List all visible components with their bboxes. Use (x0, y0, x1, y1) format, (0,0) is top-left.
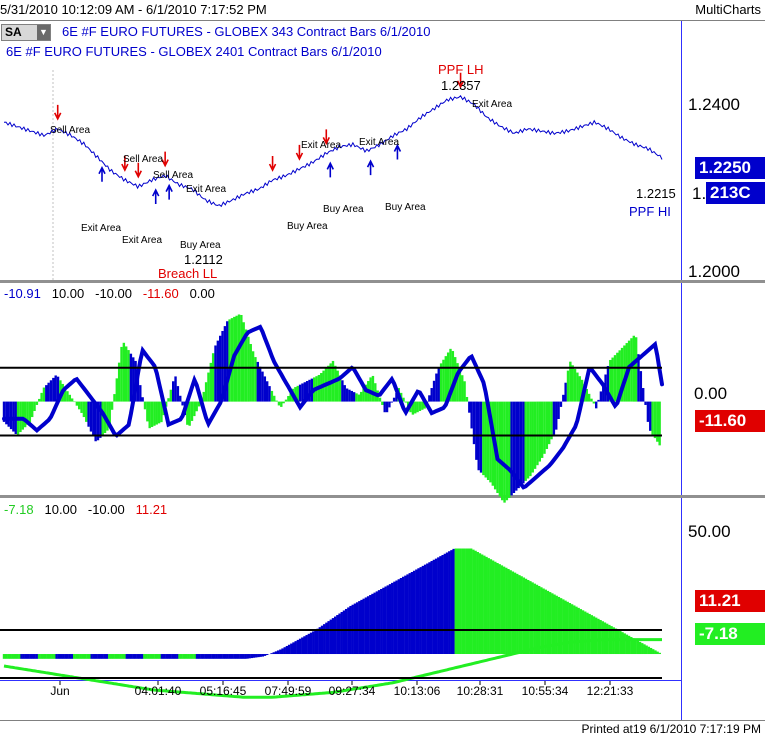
buy-arrow (366, 159, 375, 176)
sell-arrow (295, 144, 304, 161)
oscillator-axis-tick: 0.00 (694, 384, 728, 403)
x-tick-label: 10:13:06 (394, 684, 441, 698)
ppf-hl-value: 1.2215 (636, 186, 676, 201)
sa-button[interactable]: SA ▼ (1, 24, 51, 41)
readout-zero: 0.00 (189, 286, 215, 301)
sell-arrow (268, 156, 277, 172)
partial-price-tag: 1. (688, 183, 709, 205)
symbol-line-1: 6E #F EURO FUTURES - GLOBEX 343 Contract… (62, 24, 431, 39)
readout-lower: -10.00 (95, 286, 132, 301)
x-tick-label: Jun (50, 684, 69, 698)
exit-area-label: Exit Area (359, 137, 400, 148)
sell-arrow (322, 129, 331, 146)
app-name: MultiCharts (695, 2, 761, 17)
price-series-line (3, 95, 663, 208)
ppf-lh-value: 1.2357 (441, 78, 481, 93)
trend-signal-line (3, 638, 662, 699)
oscillator-panel (0, 314, 664, 503)
sa-label: SA (5, 25, 22, 39)
oscillator-signal-line (2, 324, 664, 490)
trend-value-tag-red: 11.21 (695, 590, 765, 612)
x-tick-label: 10:55:34 (522, 684, 569, 698)
buy-arrow (151, 188, 160, 205)
oscillator-readouts: -10.91 10.00 -10.00 -11.60 0.00 (4, 286, 215, 301)
sell-arrow (121, 156, 129, 172)
sell-arrow (456, 72, 465, 89)
readout-red: 11.21 (135, 502, 168, 517)
buy-area-label: Buy Area (385, 202, 426, 213)
x-tick-label: 05:16:45 (200, 684, 247, 698)
price-axis-tick: 1.2000 (688, 262, 740, 281)
buy-arrow (98, 166, 106, 182)
readout-blue: -10.91 (4, 286, 41, 301)
sell-arrow (134, 162, 143, 179)
print-footer: Printed at19 6/1/2010 7:17:19 PM (581, 722, 761, 736)
trend-readouts: -7.18 10.00 -10.00 11.21 (4, 502, 167, 517)
breach-ll-label: Breach LL (158, 266, 218, 281)
exit-area-label: Exit Area (186, 184, 227, 195)
ppf-lh-label: PPF LH (438, 62, 484, 77)
sell-area-label: Sell Area (153, 170, 194, 181)
sell-arrow (161, 151, 169, 168)
x-tick-label: 12:21:33 (587, 684, 634, 698)
trend-panel (0, 548, 662, 699)
buy-arrow (165, 183, 173, 200)
x-tick-label: 09:27:34 (329, 684, 376, 698)
sell-area-label: Sell Area (50, 125, 91, 136)
price-panel (3, 72, 663, 208)
bar-count-tag: 213C (706, 182, 765, 204)
sell-area-label: Sell Area (123, 154, 164, 165)
oscillator-value-tag: -11.60 (695, 410, 765, 432)
last-price-tag: 1.2250 (695, 157, 765, 179)
panel-divider-2[interactable] (0, 495, 765, 498)
trend-value-tag-green: -7.18 (695, 623, 765, 645)
price-axis-tick: 1.2400 (688, 95, 740, 114)
sell-arrow (53, 104, 62, 121)
readout-upper: 10.00 (44, 502, 78, 517)
x-tick-label: 04:01:40 (135, 684, 182, 698)
x-tick-label: 07:49:59 (265, 684, 312, 698)
dropdown-arrow-icon[interactable]: ▼ (37, 25, 50, 40)
symbol-line-2: 6E #F EURO FUTURES - GLOBEX 2401 Contrac… (6, 44, 382, 59)
exit-area-label: Exit Area (301, 140, 342, 151)
readout-upper: 10.00 (51, 286, 85, 301)
exit-area-label: Exit Area (122, 235, 163, 246)
buy-area-label: Buy Area (180, 240, 221, 251)
x-tick-label: 10:28:31 (457, 684, 504, 698)
exit-area-label: Exit Area (472, 99, 513, 110)
buy-area-label: Buy Area (323, 204, 364, 215)
exit-area-label: Exit Area (81, 223, 122, 234)
breach-ll-value: 1.2112 (184, 252, 223, 267)
panel-divider-1[interactable] (0, 280, 765, 283)
date-range-title: 5/31/2010 10:12:09 AM - 6/1/2010 7:17:52… (0, 2, 267, 17)
buy-arrow (393, 143, 402, 160)
buy-area-label: Buy Area (287, 221, 328, 232)
ppf-hl-label: PPF HI (629, 204, 671, 219)
readout-lower: -10.00 (87, 502, 125, 517)
readout-green: -7.18 (4, 502, 34, 517)
readout-red: -11.60 (142, 286, 179, 301)
x-axis-ticks: Jun 04:01:40 05:16:45 07:49:59 09:27:34 10:13… (50, 681, 634, 698)
trend-axis-tick: 50.00 (688, 522, 731, 541)
buy-arrow (326, 161, 335, 178)
